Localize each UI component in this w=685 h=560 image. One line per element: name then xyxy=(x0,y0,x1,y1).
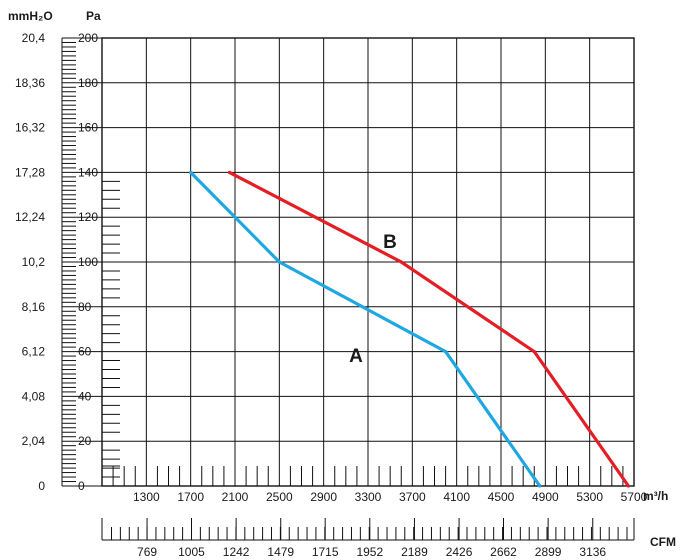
pa-tick-label: 120 xyxy=(78,210,98,224)
pa-tick-label: 20 xyxy=(78,434,92,448)
pa-tick-label: 180 xyxy=(78,76,98,90)
mmh2o-tick-label: 10,2 xyxy=(22,255,46,269)
m3h-tick-label: 1700 xyxy=(177,490,204,504)
cfm-tick-label: 2426 xyxy=(446,545,473,559)
curve-b xyxy=(228,170,630,487)
mmh2o-tick-label: 12,24 xyxy=(15,210,45,224)
curve-a-point xyxy=(443,350,448,354)
curve-a-point xyxy=(538,484,542,488)
cfm-tick-label: 1479 xyxy=(267,545,294,559)
curves: AB xyxy=(189,170,631,488)
pa-tick-label: 200 xyxy=(78,31,98,45)
cfm-tick-label: 2662 xyxy=(490,545,517,559)
series-b-label: B xyxy=(383,232,397,253)
curve-b-point xyxy=(532,350,536,354)
m3h-axis-title: m³/h xyxy=(643,489,668,503)
m3h-tick-label: 4100 xyxy=(443,490,470,504)
cfm-tick-label: 2189 xyxy=(401,545,428,559)
pa-tick-label: 140 xyxy=(78,165,98,179)
m3h-tick-label: 2100 xyxy=(222,490,249,504)
plot-grid xyxy=(101,37,635,487)
mmh2o-tick-label: 0 xyxy=(38,479,45,493)
m3h-tick-label: 4500 xyxy=(488,490,515,504)
curve-b-point xyxy=(626,484,631,488)
mmh2o-tick-label: 2,04 xyxy=(22,434,46,448)
cfm-tick-label: 3136 xyxy=(579,545,606,559)
pa-axis-title: Pa xyxy=(86,9,101,23)
curve-b-point xyxy=(227,170,232,174)
mmh2o-tick-label: 6,12 xyxy=(22,345,46,359)
bottom-scales: 1300 1700 2100 2500 2900 3300 3700 4100 4500 4900… xyxy=(101,465,648,559)
mmh2o-tick-label: 8,16 xyxy=(22,300,46,314)
pa-tick-label: 160 xyxy=(78,121,98,135)
curve-b-point xyxy=(399,260,403,264)
mmh2o-tick-label: 20,4 xyxy=(22,31,46,45)
pa-tick-label: 100 xyxy=(78,255,98,269)
series-a-label: A xyxy=(349,346,363,367)
mmh2o-axis-title: mmH₂O xyxy=(8,9,53,23)
m3h-tick-label: 5700 xyxy=(621,490,648,504)
mmh2o-tick-label: 16,32 xyxy=(15,121,45,135)
m3h-tick-label: 2900 xyxy=(310,490,337,504)
cfm-tick-label: 1005 xyxy=(178,545,205,559)
cfm-tick-label: 2899 xyxy=(535,545,562,559)
m3h-tick-label: 3300 xyxy=(355,490,382,504)
cfm-axis-title: CFM xyxy=(650,535,676,549)
pa-tick-label: 80 xyxy=(78,300,92,314)
m3h-tick-label: 4900 xyxy=(532,490,559,504)
m3h-tick-label: 3700 xyxy=(399,490,426,504)
cfm-tick-label: 1715 xyxy=(312,545,339,559)
m3h-tick-label: 1300 xyxy=(133,490,160,504)
pa-tick-label: 0 xyxy=(78,479,85,493)
curve-a xyxy=(189,171,542,487)
curve-a-point xyxy=(277,260,281,264)
left-scales: 0 0 20 2,04 40 4,08 60 6,12 80 8,16 100 10,2 120 12,2… xyxy=(15,31,120,493)
m3h-tick-label: 2500 xyxy=(266,490,293,504)
pa-tick-label: 60 xyxy=(78,345,92,359)
cfm-tick-label: 1952 xyxy=(356,545,383,559)
mmh2o-tick-label: 18,36 xyxy=(15,76,45,90)
cfm-tick-label: 1242 xyxy=(223,545,250,559)
curve-a-point xyxy=(189,170,193,174)
cfm-tick-label: 769 xyxy=(137,545,157,559)
m3h-tick-label: 5300 xyxy=(576,490,603,504)
mmh2o-tick-label: 4,08 xyxy=(22,389,46,403)
pa-tick-label: 40 xyxy=(78,389,92,403)
mmh2o-tick-label: 17,28 xyxy=(15,165,45,179)
